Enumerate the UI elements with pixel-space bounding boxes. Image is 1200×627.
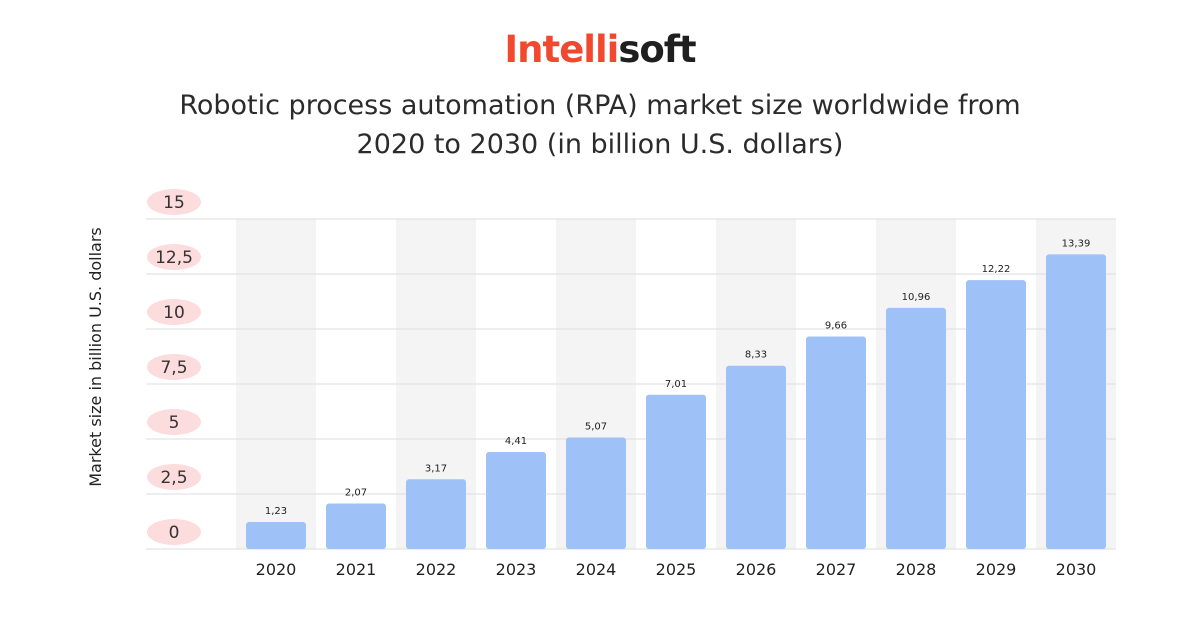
y-tick-label: 10 [163, 303, 185, 323]
y-tick-pill-0 [147, 519, 201, 545]
value-label-2023: 4,41 [505, 436, 527, 447]
bar-2020 [246, 521, 306, 549]
value-label-2028: 10,96 [902, 292, 931, 303]
logo-text-intelli: Intelli [504, 28, 619, 71]
value-label-2020: 1,23 [265, 506, 287, 517]
bar-2022 [406, 479, 466, 549]
y-tick-label: 15 [163, 193, 185, 213]
value-label-2027: 9,66 [825, 320, 847, 331]
bar-2024 [566, 437, 626, 549]
bar-2025 [646, 394, 706, 549]
y-tick-pill-7,5 [147, 354, 201, 380]
x-tick-label-2028: 2028 [896, 560, 937, 579]
y-tick-label: 5 [169, 413, 180, 433]
bar-2023 [486, 451, 546, 549]
logo-text-soft: soft [618, 28, 696, 71]
bar-2029 [966, 280, 1026, 549]
chart-title-line-2: 2020 to 2030 (in billion U.S. dollars) [356, 129, 844, 160]
intellisoft-logo: Intellisoft [0, 28, 1200, 72]
bar-2027 [806, 336, 866, 549]
value-label-2021: 2,07 [345, 487, 367, 498]
y-tick-pill-5 [147, 409, 201, 435]
value-label-2025: 7,01 [665, 379, 687, 390]
x-tick-label-2030: 2030 [1056, 560, 1097, 579]
value-label-2026: 8,33 [745, 350, 767, 361]
bar-2021 [326, 503, 386, 549]
y-tick-label: 7,5 [160, 358, 187, 378]
value-label-2022: 3,17 [425, 463, 447, 474]
value-label-2024: 5,07 [585, 421, 607, 432]
y-tick-label: 2,5 [160, 468, 187, 488]
y-tick-label: 12,5 [155, 248, 193, 268]
y-tick-label: 0 [169, 523, 180, 543]
x-tick-label-2027: 2027 [816, 560, 857, 579]
value-label-2030: 13,39 [1062, 238, 1091, 249]
x-tick-label-2029: 2029 [976, 560, 1017, 579]
x-tick-label-2021: 2021 [336, 560, 377, 579]
x-tick-label-2024: 2024 [576, 560, 617, 579]
x-tick-label-2025: 2025 [656, 560, 697, 579]
x-tick-label-2023: 2023 [496, 560, 537, 579]
x-tick-label-2020: 2020 [256, 560, 297, 579]
chart-title-line-1: Robotic process automation (RPA) market … [179, 90, 1021, 121]
y-tick-pill-15 [147, 189, 201, 215]
bar-2030 [1046, 254, 1106, 550]
y-tick-pill-12,5 [147, 244, 201, 270]
bar-2028 [886, 307, 946, 549]
bar-2026 [726, 365, 786, 549]
x-tick-label-2022: 2022 [416, 560, 457, 579]
y-tick-pill-2,5 [147, 464, 201, 490]
x-tick-label-2026: 2026 [736, 560, 777, 579]
value-label-2029: 12,22 [982, 264, 1011, 275]
chart-title: Robotic process automation (RPA) market … [100, 86, 1100, 164]
y-axis-title: Market size in billion U.S. dollars [86, 227, 105, 487]
y-tick-pill-10 [147, 299, 201, 325]
